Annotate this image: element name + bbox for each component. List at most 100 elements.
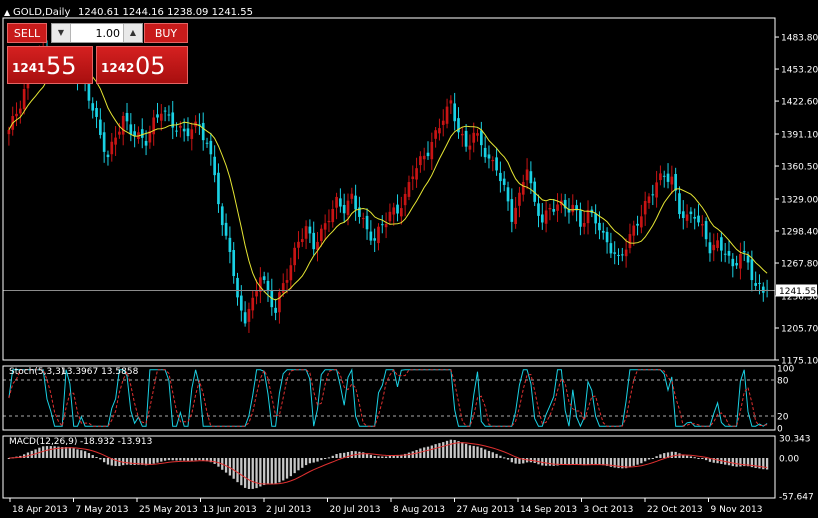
candle-body (247, 308, 251, 322)
macd-histogram-bar (579, 458, 582, 465)
time-tick-label: 13 Jun 2013 (203, 505, 257, 515)
macd-pane: 30.343 0.00 -57.647 (7, 435, 814, 503)
candle-body (278, 292, 281, 313)
macd-histogram-bar (285, 458, 289, 479)
candle-body (685, 214, 689, 221)
bid-price-button[interactable]: 1241 55 (7, 46, 93, 84)
macd-histogram-bar (282, 458, 285, 481)
candle-body (731, 258, 735, 267)
candle-body (693, 216, 697, 219)
macd-histogram-bar (457, 441, 460, 459)
macd-histogram-bar (213, 458, 216, 464)
candle-body (186, 128, 190, 137)
candle-body (308, 226, 312, 234)
candle-body (468, 145, 472, 150)
macd-histogram-bar (423, 447, 426, 459)
macd-histogram-bar (575, 458, 578, 465)
candle-body (239, 295, 243, 311)
macd-histogram-bar (72, 448, 75, 459)
sell-button[interactable]: SELL (7, 23, 47, 43)
candle-body (739, 254, 742, 269)
candle-body (487, 154, 491, 159)
chevron-up-icon[interactable]: ▲ (123, 24, 142, 42)
candle-body (727, 251, 731, 256)
price-pane-border (2, 17, 776, 361)
macd-histogram-bar (122, 458, 125, 466)
candle-body (7, 129, 11, 135)
macd-histogram-bar (503, 457, 506, 459)
buy-button[interactable]: BUY (144, 23, 188, 43)
candle-body (537, 203, 540, 216)
macd-histogram-bar (323, 458, 327, 460)
macd-histogram-bar (308, 458, 312, 464)
price-tick-label: 1205.70 (781, 324, 818, 334)
candle-body (159, 113, 163, 121)
macd-histogram-bar (171, 458, 174, 461)
macd-signal-line (8, 442, 768, 485)
candle-body (556, 204, 559, 211)
candle-body (274, 307, 277, 313)
macd-histogram-bar (106, 458, 110, 465)
candle-body (628, 234, 632, 249)
macd-histogram-bar (750, 458, 753, 468)
macd-histogram-bar (243, 458, 247, 488)
candle-body (521, 182, 525, 195)
macd-histogram-bar (438, 443, 441, 459)
candle-body (700, 224, 704, 226)
candle-body (601, 230, 605, 233)
time-tick-label: 18 Apr 2013 (12, 505, 68, 515)
candle-body (118, 131, 121, 135)
triangle-up-icon: ▲ (4, 8, 11, 17)
candle-body (407, 182, 411, 197)
candle-body (575, 205, 578, 211)
macd-histogram-bar (712, 458, 715, 463)
macd-histogram-bar (263, 458, 266, 486)
macd-histogram-bar (685, 455, 689, 459)
candle-body (217, 172, 220, 205)
candle-body (319, 228, 323, 242)
macd-histogram-bar (156, 458, 159, 463)
macd-histogram-bar (26, 452, 30, 459)
ask-price-button[interactable]: 1242 05 (96, 46, 188, 84)
macd-histogram-bar (274, 458, 277, 484)
macd-histogram-bar (293, 458, 296, 474)
macd-histogram-bar (114, 458, 117, 467)
macd-histogram-bar (228, 458, 232, 476)
macd-histogram-bar (251, 458, 254, 489)
candle-body (125, 112, 129, 122)
macd-histogram-bar (765, 458, 769, 470)
stoch-pane-border (2, 365, 776, 431)
candle-body (495, 157, 498, 171)
macd-histogram-bar (194, 458, 197, 461)
current-price-marker (776, 284, 817, 297)
candle-body (613, 252, 617, 254)
candle-body (449, 100, 453, 104)
candle-body (598, 222, 601, 231)
price-tick-label: 1360.50 (781, 163, 818, 173)
candle-body (312, 232, 316, 250)
macd-histogram-bar (129, 458, 132, 465)
candle-body (548, 207, 552, 210)
macd-histogram-bar (522, 458, 525, 464)
candle-body (266, 280, 270, 292)
time-axis: 18 Apr 2013 7 May 2013 25 May 2013 13 Jun 2… (9, 498, 762, 515)
macd-histogram-bar (544, 458, 548, 466)
ask-price-prefix: 1242 (101, 61, 135, 75)
price-tick-label: 1175.10 (781, 357, 818, 367)
lot-size-input[interactable] (71, 24, 123, 42)
candle-body (552, 209, 556, 212)
candle-body (491, 159, 495, 162)
macd-histogram-bar (247, 458, 251, 489)
macd-histogram-bar (419, 448, 422, 459)
candle-body (365, 215, 369, 230)
macd-histogram-bar (331, 455, 334, 459)
macd-histogram-bar (198, 458, 201, 461)
chevron-down-icon[interactable]: ▼ (52, 24, 71, 42)
candle-body (529, 171, 533, 184)
candle-body (388, 211, 392, 222)
macd-histogram-bar (461, 442, 464, 459)
macd-histogram-bar (76, 449, 79, 459)
candle-body (533, 181, 537, 202)
candle-body (15, 113, 18, 117)
